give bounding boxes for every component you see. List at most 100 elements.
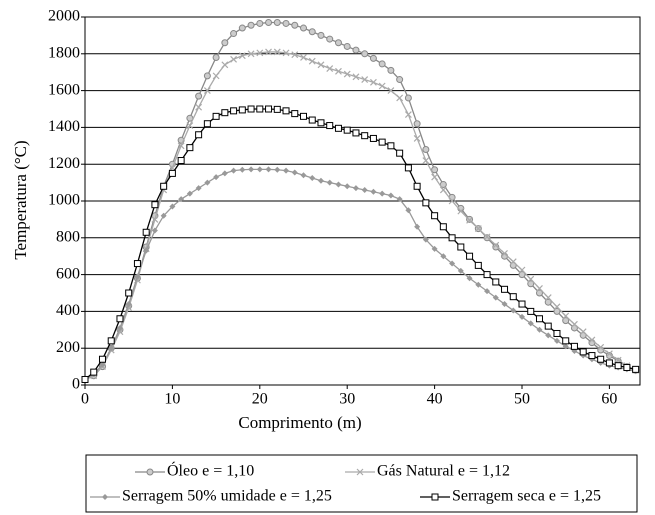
data-point	[369, 54, 377, 62]
data-point	[213, 174, 220, 181]
data-point	[404, 111, 412, 118]
data-point	[300, 172, 307, 179]
data-point	[212, 112, 220, 120]
data-point	[221, 61, 229, 69]
series-line	[84, 51, 636, 381]
data-point	[352, 185, 359, 192]
data-point	[90, 368, 98, 376]
data-point	[571, 320, 578, 328]
legend-marker	[102, 494, 108, 500]
data-point	[466, 275, 473, 282]
data-point	[501, 301, 508, 308]
data-point	[553, 307, 561, 315]
y-tick-label: 400	[56, 302, 80, 319]
x-tick-label: 50	[514, 391, 530, 408]
data-point	[379, 190, 386, 197]
data-point	[133, 260, 141, 268]
data-point	[623, 364, 631, 372]
data-point	[404, 94, 412, 102]
data-point	[300, 112, 308, 120]
data-point	[335, 67, 342, 75]
data-point	[396, 76, 404, 84]
y-tick-label: 200	[56, 339, 80, 356]
data-point	[334, 39, 342, 47]
data-point	[238, 24, 246, 32]
x-tick-label: 30	[339, 391, 355, 408]
data-point	[326, 122, 334, 130]
data-point	[544, 298, 552, 306]
data-point	[484, 288, 491, 295]
data-point	[448, 234, 456, 242]
data-point	[492, 294, 499, 301]
data-point	[501, 285, 509, 293]
data-point	[553, 337, 560, 344]
data-point	[605, 350, 613, 358]
series-line	[84, 108, 636, 380]
data-point	[309, 175, 316, 181]
data-point	[203, 72, 211, 80]
data-point	[510, 307, 517, 314]
data-point	[527, 280, 535, 288]
data-point	[317, 61, 325, 69]
data-point	[98, 355, 106, 363]
data-point	[422, 236, 429, 243]
data-point	[449, 260, 456, 267]
data-point	[518, 271, 526, 279]
legend-marker	[146, 468, 154, 476]
data-point	[422, 145, 430, 153]
data-point	[273, 105, 281, 113]
data-point	[203, 120, 211, 128]
data-point	[440, 253, 447, 260]
x-tick-label: 0	[81, 391, 89, 408]
data-point	[597, 343, 605, 351]
data-point	[535, 289, 543, 297]
data-point	[396, 196, 403, 203]
data-point	[361, 186, 368, 193]
data-point	[168, 169, 176, 177]
data-point	[81, 375, 89, 383]
data-point	[431, 173, 439, 181]
data-point	[186, 122, 194, 129]
data-point	[492, 278, 500, 286]
legend-label: Serragem seca e = 1,25	[452, 488, 601, 505]
data-point	[239, 166, 246, 173]
data-point	[300, 24, 308, 32]
data-point	[466, 216, 473, 224]
y-tick-label: 1800	[48, 44, 80, 61]
data-point	[300, 54, 307, 61]
data-point	[553, 329, 561, 337]
data-point	[195, 103, 203, 111]
data-point	[343, 42, 351, 50]
data-point	[369, 134, 377, 142]
data-point	[562, 343, 569, 350]
data-point	[247, 21, 255, 29]
y-tick-label: 2000	[48, 8, 80, 25]
data-point	[378, 82, 386, 90]
data-point	[387, 66, 395, 74]
data-point	[212, 53, 220, 61]
data-point	[221, 170, 228, 177]
data-point	[352, 46, 360, 54]
data-point	[370, 188, 377, 195]
data-point	[265, 19, 273, 27]
data-point	[291, 169, 298, 176]
data-point	[474, 225, 482, 233]
data-point	[492, 241, 500, 249]
data-point	[169, 203, 176, 210]
data-point	[108, 345, 115, 352]
data-point	[527, 307, 535, 315]
data-point	[178, 196, 185, 203]
data-point	[527, 275, 535, 283]
data-point	[457, 207, 465, 215]
x-tick-label: 10	[164, 391, 180, 408]
data-point	[562, 312, 570, 320]
data-point	[230, 30, 238, 38]
data-point	[614, 356, 622, 364]
data-point	[256, 49, 264, 57]
data-point	[274, 166, 281, 173]
data-point	[142, 228, 150, 236]
data-point	[151, 227, 158, 234]
y-tick-label: 1400	[48, 118, 80, 135]
data-point	[535, 315, 543, 323]
y-tick-label: 0	[72, 376, 80, 393]
